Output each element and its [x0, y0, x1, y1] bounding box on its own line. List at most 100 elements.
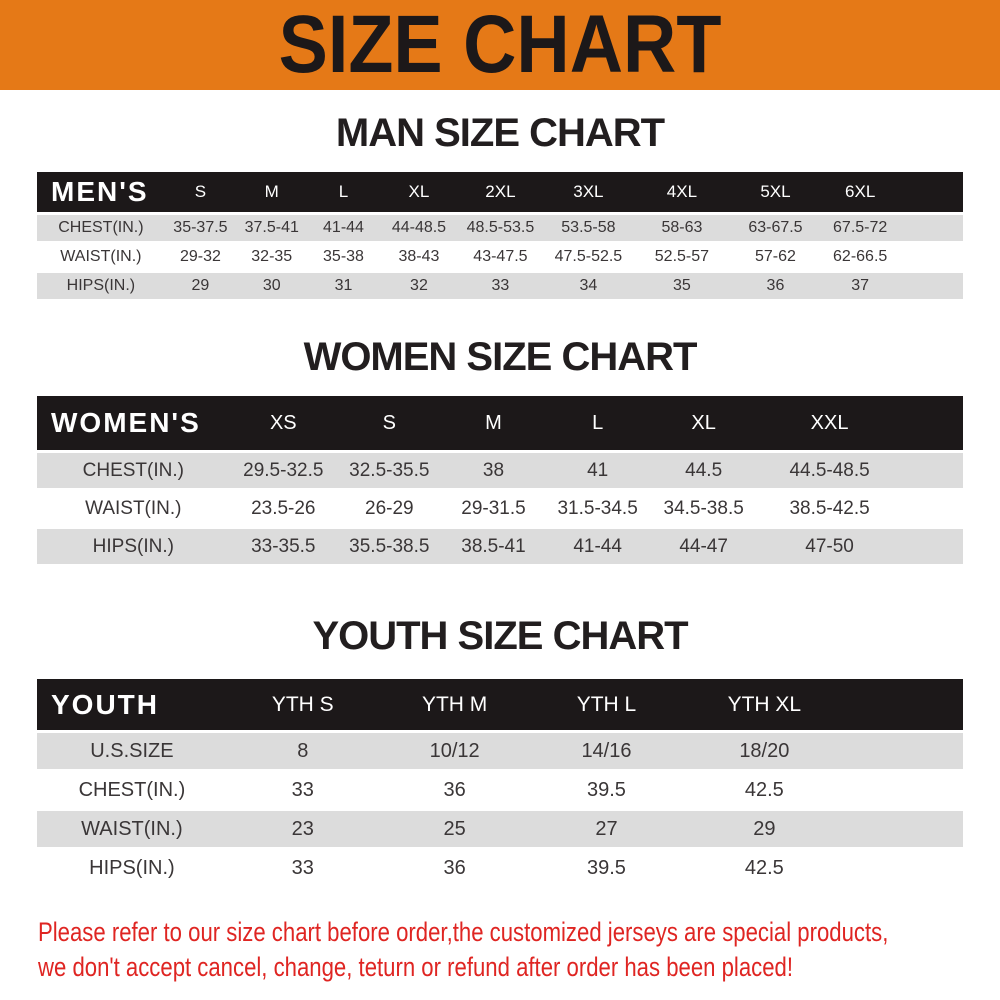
measure-value-cell: 29.5-32.5 — [243, 459, 324, 481]
section-women-size-chart: WOMEN SIZE CHART WOMEN'S XS S M L XL XXL CHEST(… — [0, 334, 1000, 567]
measure-value-cell: 38.5-42.5 — [789, 497, 870, 519]
measure-label-cell: WAIST(IN.) — [85, 497, 182, 519]
measure-value-cell: 39.5 — [587, 778, 626, 801]
measure-value-cell: 67.5-72 — [833, 219, 888, 236]
table-row: U.S.SIZE 8 10/12 14/16 18/20 — [37, 733, 963, 772]
measure-label-cell: HIPS(IN.) — [89, 856, 175, 879]
measure-value-cell: 25 — [443, 817, 466, 840]
measure-value-cell: 31 — [334, 277, 353, 294]
table-row: WAIST(IN.) 29-32 32-35 35-38 38-43 43-47.5 47.… — [37, 244, 963, 273]
table-title-cell: MEN'S — [51, 176, 149, 207]
measure-value-cell: 44-47 — [679, 535, 728, 557]
measure-label-cell: CHEST(IN.) — [82, 459, 184, 481]
size-column-header: XL — [691, 411, 716, 434]
measure-label-cell: CHEST(IN.) — [78, 778, 186, 801]
table-row: CHEST(IN.) 29.5-32.5 32.5-35.5 38 41 44.5 44.5… — [37, 453, 963, 491]
measure-value-cell: 37 — [851, 277, 870, 294]
measure-label-cell: CHEST(IN.) — [58, 219, 144, 236]
table-title-cell: YOUTH — [51, 688, 159, 720]
women-size-table: WOMEN'S XS S M L XL XXL CHEST(IN.) 29.5-32.5 32.5… — [37, 396, 963, 567]
size-column-header: YTH L — [576, 692, 637, 716]
size-column-header: L — [592, 411, 604, 434]
order-policy-note: Please refer to our size chart before or… — [38, 915, 1000, 985]
measure-value-cell: 29-31.5 — [461, 497, 526, 519]
table-row: HIPS(IN.) 29 30 31 32 33 34 35 36 37 — [37, 273, 963, 302]
table-header-row: YOUTH YTH S YTH M YTH L YTH XL — [37, 679, 963, 733]
youth-size-table: YOUTH YTH S YTH M YTH L YTH XL U.S.SIZE 8 10/12… — [37, 679, 963, 889]
table-row: HIPS(IN.) 33 36 39.5 42.5 — [37, 850, 963, 889]
measure-value-cell: 35-38 — [323, 248, 364, 265]
size-chart-banner: SIZE CHART — [0, 0, 1000, 90]
measure-value-cell: 42.5 — [744, 778, 784, 801]
man-size-table: MEN'S S M L XL 2XL 3XL 4XL 5XL 6XL CHEST(IN.) 35-37… — [37, 172, 963, 302]
measure-value-cell: 32 — [410, 277, 428, 294]
measure-value-cell: 48.5-53.5 — [466, 219, 535, 236]
size-column-header: 3XL — [573, 182, 604, 201]
measure-value-cell: 35 — [673, 277, 691, 294]
measure-label-cell: U.S.SIZE — [90, 739, 174, 762]
table-row: HIPS(IN.) 33-35.5 35.5-38.5 38.5-41 41-44 44-… — [37, 529, 963, 567]
size-column-header: 2XL — [485, 182, 516, 201]
table-row: WAIST(IN.) 23.5-26 26-29 29-31.5 31.5-34.5 34… — [37, 491, 963, 529]
measure-value-cell: 34.5-38.5 — [663, 497, 744, 519]
order-policy-note-line-1: Please refer to our size chart before or… — [38, 917, 889, 947]
youth-size-chart-heading: YOUTH SIZE CHART — [312, 614, 688, 658]
measure-label-cell: HIPS(IN.) — [66, 277, 136, 294]
size-column-header: 5XL — [760, 182, 791, 201]
table-row: CHEST(IN.) 33 36 39.5 42.5 — [37, 772, 963, 811]
table-header-row: WOMEN'S XS S M L XL XXL — [37, 396, 963, 453]
measure-value-cell: 33 — [291, 778, 314, 801]
measure-label-cell: HIPS(IN.) — [92, 535, 174, 557]
measure-value-cell: 52.5-57 — [654, 248, 710, 265]
measure-value-cell: 37.5-41 — [244, 219, 299, 236]
measure-value-cell: 14/16 — [581, 739, 632, 762]
measure-value-cell: 27 — [595, 817, 618, 840]
table-row: WAIST(IN.) 23 25 27 29 — [37, 811, 963, 850]
measure-value-cell: 63-67.5 — [748, 219, 803, 236]
size-column-header: 4XL — [666, 182, 698, 201]
measure-value-cell: 29 — [191, 277, 210, 294]
measure-value-cell: 35-37.5 — [173, 219, 228, 236]
table-header-row: MEN'S S M L XL 2XL 3XL 4XL 5XL 6XL — [37, 172, 963, 215]
measure-label-cell: WAIST(IN.) — [81, 817, 183, 840]
size-column-header: 6XL — [845, 182, 876, 201]
measure-value-cell: 44.5 — [685, 459, 723, 481]
size-column-header: XS — [269, 411, 297, 434]
measure-value-cell: 39.5 — [587, 856, 626, 879]
measure-value-cell: 33-35.5 — [251, 535, 316, 557]
measure-value-cell: 44.5-48.5 — [789, 459, 870, 481]
size-column-header: M — [485, 411, 502, 434]
measure-value-cell: 43-47.5 — [473, 248, 528, 265]
measure-value-cell: 26-29 — [365, 497, 414, 519]
measure-value-cell: 33 — [291, 856, 314, 879]
order-policy-note-line-2: we don't accept cancel, change, teturn o… — [38, 952, 794, 982]
size-column-header: L — [338, 182, 349, 201]
measure-value-cell: 29 — [753, 817, 776, 840]
size-column-header: XL — [408, 182, 430, 201]
measure-value-cell: 36 — [443, 778, 466, 801]
measure-value-cell: 41-44 — [573, 535, 622, 557]
measure-value-cell: 57-62 — [754, 248, 796, 265]
measure-label-cell: WAIST(IN.) — [60, 248, 142, 265]
measure-value-cell: 38 — [482, 459, 505, 481]
measure-value-cell: 8 — [297, 739, 309, 762]
size-column-header: YTH S — [271, 692, 334, 716]
size-column-header: S — [194, 182, 207, 201]
measure-value-cell: 10/12 — [429, 739, 480, 762]
size-column-header: S — [382, 411, 396, 434]
table-row: CHEST(IN.) 35-37.5 37.5-41 41-44 44-48.5 48.5… — [37, 215, 963, 244]
measure-value-cell: 47.5-52.5 — [554, 248, 623, 265]
size-column-header: M — [264, 182, 279, 201]
measure-value-cell: 36 — [766, 277, 785, 294]
table-title-cell: WOMEN'S — [51, 407, 201, 438]
measure-value-cell: 23.5-26 — [251, 497, 316, 519]
measure-value-cell: 32.5-35.5 — [349, 459, 430, 481]
size-column-header: YTH XL — [727, 692, 802, 716]
measure-value-cell: 58-63 — [661, 219, 703, 236]
women-size-chart-heading: WOMEN SIZE CHART — [303, 335, 698, 379]
section-youth-size-chart: YOUTH SIZE CHART YOUTH YTH S YTH M YTH L YTH… — [0, 613, 1000, 889]
measure-value-cell: 32-35 — [251, 248, 293, 265]
measure-value-cell: 62-66.5 — [833, 248, 888, 265]
measure-value-cell: 38-43 — [398, 248, 440, 265]
measure-value-cell: 42.5 — [744, 856, 784, 879]
